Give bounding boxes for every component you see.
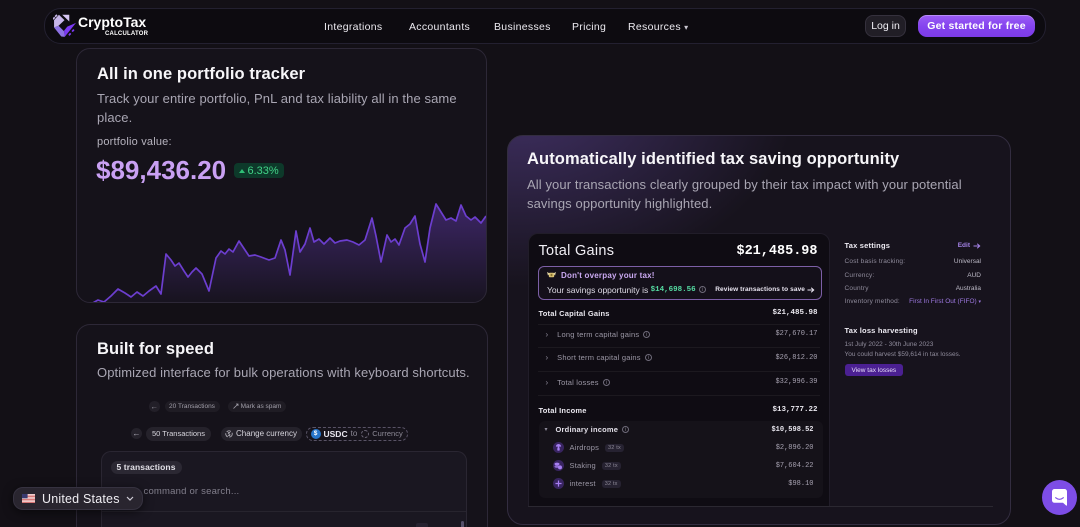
svg-text:$: $ [228,432,231,438]
